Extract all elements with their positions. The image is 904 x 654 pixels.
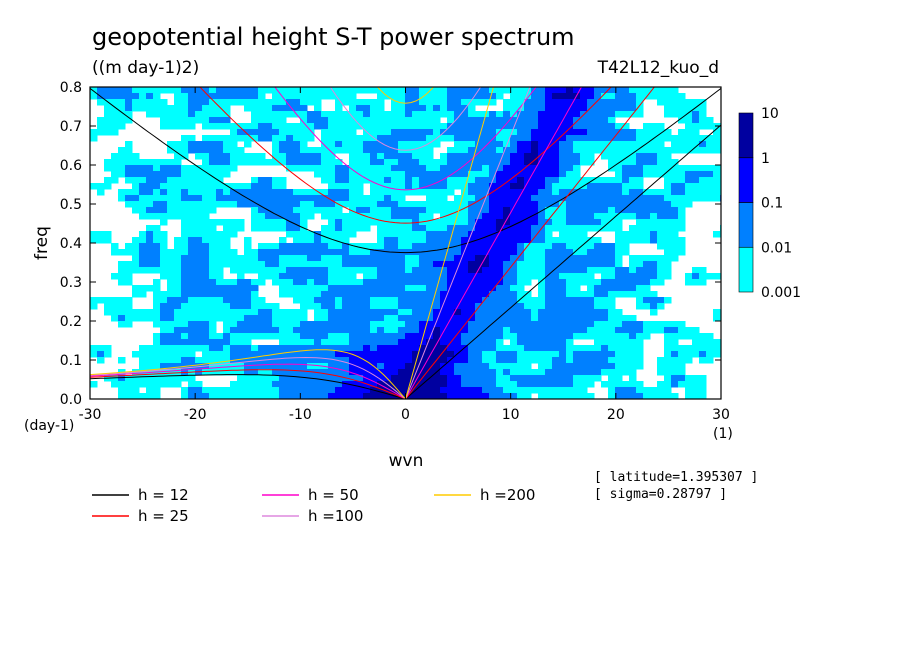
chart-units: ((m day-1)2) <box>92 58 199 78</box>
gravity-curve-h100 <box>329 87 482 151</box>
colorbar-label: 0.001 <box>761 285 801 301</box>
kelvin-curve-h50 <box>405 87 583 399</box>
gravity-curve-h12 <box>90 88 721 254</box>
kelvin-curve-h100 <box>405 87 531 399</box>
y-tick-label: 0.1 <box>60 353 82 369</box>
y-tick-label: 0.3 <box>60 275 82 291</box>
y-tick-label: 0.0 <box>60 392 82 408</box>
y-axis-ticks: 0.0 0.1 0.2 0.3 0.4 0.5 0.6 0.7 0.8 <box>60 80 721 408</box>
colorbar-swatch <box>738 112 754 159</box>
x-axis-label: wvn <box>389 451 424 471</box>
colorbar-swatch <box>738 157 754 203</box>
colorbar-swatch <box>738 246 754 293</box>
gravity-curve-h200 <box>376 87 435 104</box>
power-spectrum-field <box>90 87 721 399</box>
colorbar-label: 10 <box>761 106 779 122</box>
y-tick-label: 0.2 <box>60 314 82 330</box>
x-tick-label: -30 <box>79 407 102 423</box>
colorbar-label: 1 <box>761 151 770 167</box>
x-tick-label: 0 <box>401 407 410 423</box>
x-tick-label: 30 <box>712 407 730 423</box>
gravity-curve-h50 <box>274 87 537 191</box>
x-axis-ticks: -30 -20 -10 0 10 20 30 <box>79 87 730 423</box>
legend-label: h = 12 <box>138 486 189 504</box>
kelvin-curve-h12 <box>405 124 721 399</box>
dispersion-curves <box>90 87 721 399</box>
chart-title: geopotential height S-T power spectrum <box>92 23 575 51</box>
latitude-info: [ latitude=1.395307 ] <box>594 470 758 485</box>
legend-label: h =200 <box>480 486 535 504</box>
rossby-curve-h100 <box>90 356 406 399</box>
sigma-info: [ sigma=0.28797 ] <box>594 487 727 502</box>
y-tick-label: 0.7 <box>60 119 82 135</box>
legend-label: h =100 <box>308 507 363 525</box>
y-axis-label: freq <box>32 226 52 260</box>
y-tick-label: 0.5 <box>60 197 82 213</box>
run-name: T42L12_kuo_d <box>597 58 719 78</box>
plot-area <box>89 86 722 400</box>
x-tick-label: -10 <box>289 407 312 423</box>
x-axis-unit: (1) <box>713 426 733 442</box>
legend: h = 12 h = 25 h = 50 h =100 h =200 <box>92 486 535 525</box>
rossby-curve-h25 <box>90 369 406 399</box>
rossby-curve-h12 <box>90 374 406 399</box>
kelvin-curve-h25 <box>405 87 656 399</box>
y-tick-label: 0.6 <box>60 158 82 174</box>
colorbar-label: 0.1 <box>761 196 783 212</box>
y-tick-label: 0.4 <box>60 236 82 252</box>
colorbar-swatch <box>738 202 754 248</box>
y-tick-label: 0.8 <box>60 80 82 96</box>
colorbar-label: 0.01 <box>761 240 792 256</box>
legend-label: h = 25 <box>138 507 189 525</box>
kelvin-curve-h200 <box>405 87 495 399</box>
y-axis-unit: (day-1) <box>24 418 74 434</box>
colorbar: 0.001 0.01 0.1 1 10 <box>738 106 801 301</box>
x-tick-label: 10 <box>502 407 520 423</box>
gravity-curve-h25 <box>199 87 612 224</box>
x-tick-label: 20 <box>607 407 625 423</box>
x-tick-label: -20 <box>184 407 207 423</box>
rossby-curve-h200 <box>90 349 406 399</box>
legend-label: h = 50 <box>308 486 359 504</box>
rossby-curve-h50 <box>90 363 406 399</box>
